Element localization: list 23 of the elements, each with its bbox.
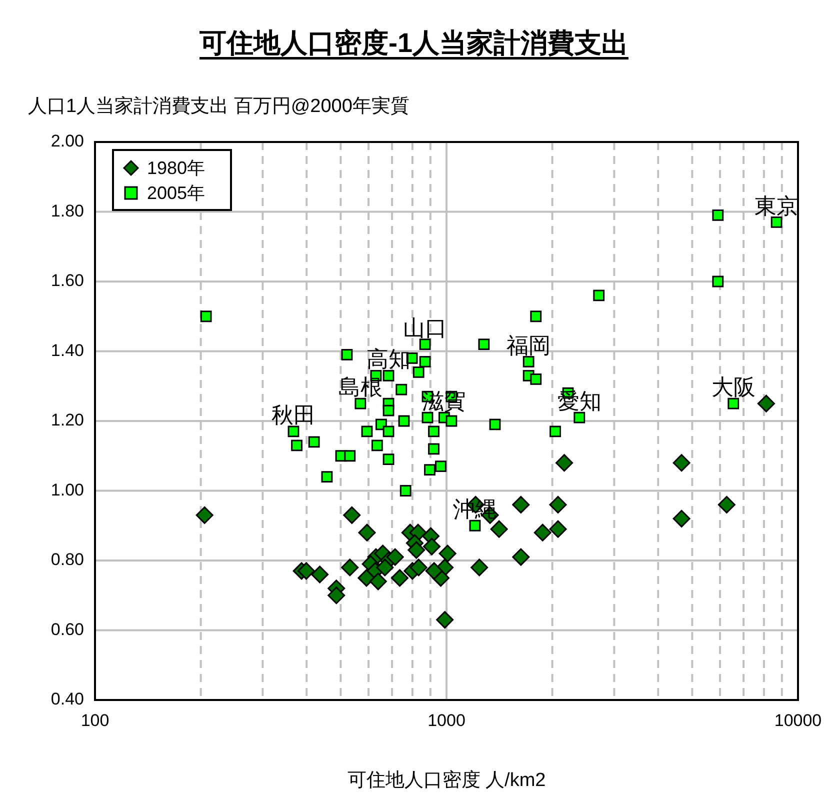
y-tick-label: 1.20: [50, 410, 84, 430]
annotation: 東京: [754, 193, 799, 218]
y-tick-label: 0.60: [50, 620, 84, 639]
annotation: 福岡: [506, 332, 551, 358]
y-tick-label: 2.00: [50, 132, 84, 151]
annotation: 大阪: [711, 374, 756, 400]
y-tick-label: 1.40: [50, 340, 84, 360]
y-tick-label: 0.80: [50, 550, 84, 570]
annotation: 秋田: [271, 402, 316, 428]
x-tick-label: 100: [80, 710, 110, 730]
legend-label: 1980年: [147, 158, 206, 178]
y-tick-label: 1.60: [50, 271, 84, 290]
y-axis-title: 人口1人当家計消費支出 百万円@2000年実質: [28, 95, 410, 117]
annotation: 島根: [338, 374, 382, 400]
x-axis-title: 可住地人口密度 人/km2: [347, 769, 546, 791]
chart-title: 可住地人口密度-1人当家計消費支出: [198, 28, 629, 58]
legend-label: 2005年: [147, 182, 206, 203]
y-tick-label: 0.40: [50, 690, 84, 709]
x-tick-label: 1000: [428, 710, 466, 730]
annotation: 山口: [403, 315, 448, 340]
x-tick-label: 10000: [774, 710, 822, 730]
y-tick-label: 1.80: [50, 201, 84, 220]
y-tick-label: 1.00: [50, 480, 84, 500]
